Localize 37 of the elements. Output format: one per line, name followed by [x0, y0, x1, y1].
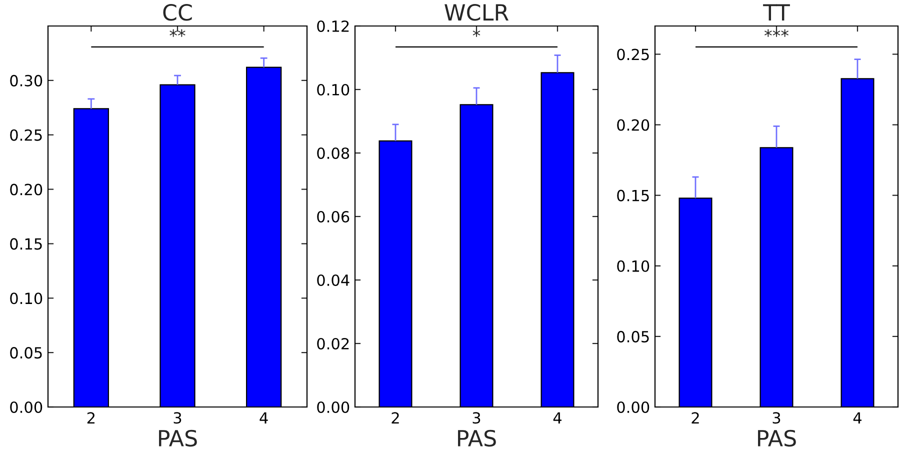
y-tick-label: 0.15 — [617, 190, 649, 202]
x-axis-title: PAS — [458, 430, 496, 447]
chart-title: TT — [763, 4, 790, 20]
y-tick-label: 0.15 — [10, 238, 42, 250]
y-tick-label: 0.06 — [317, 210, 350, 223]
y-tick-label: 0.04 — [317, 274, 350, 286]
y-tick-label: 0.25 — [617, 48, 649, 60]
y-tick-label: 0.10 — [10, 292, 42, 304]
x-tick-label: 4 — [260, 412, 268, 424]
x-tick-label: 2 — [692, 412, 699, 424]
x-tick-label: 3 — [772, 412, 780, 424]
y-tick-label: 0.10 — [317, 84, 350, 96]
x-tick-label: 2 — [87, 412, 94, 424]
y-tick-label: 0.10 — [617, 260, 650, 272]
chart-title: CC — [163, 4, 192, 21]
x-tick-label: 3 — [174, 412, 182, 424]
x-tick-label: 3 — [472, 412, 480, 424]
annotation: ** — [170, 29, 186, 37]
y-tick-label: 0.00 — [617, 401, 650, 414]
y-tick-label: 0.00 — [10, 401, 42, 414]
y-tick-label: 0.05 — [10, 347, 42, 359]
x-axis-title: PAS — [159, 430, 197, 447]
y-tick-label: 0.20 — [617, 119, 650, 131]
x-tick-label: 4 — [853, 412, 862, 424]
annotation: *** — [764, 29, 789, 37]
y-tick-label: 0.05 — [617, 330, 649, 342]
y-tick-label: 0.30 — [10, 74, 42, 86]
y-tick-label: 0.08 — [317, 147, 350, 160]
chart-title: WCLR — [444, 4, 509, 21]
x-tick-label: 4 — [553, 412, 562, 424]
x-tick-label: 2 — [392, 412, 399, 424]
y-tick-label: 0.00 — [317, 401, 350, 414]
y-tick-label: 0.02 — [317, 338, 349, 350]
y-tick-label: 0.12 — [317, 20, 349, 32]
x-axis-title: PAS — [758, 430, 796, 447]
y-tick-label: 0.25 — [10, 129, 42, 141]
y-tick-label: 0.20 — [10, 184, 42, 196]
